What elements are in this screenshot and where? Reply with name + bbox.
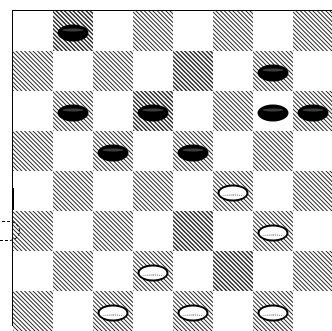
checkers-board[interactable] — [13, 11, 332, 331]
dark-square[interactable] — [293, 251, 332, 291]
dark-square[interactable] — [173, 51, 213, 91]
black-checker-piece[interactable] — [97, 144, 129, 162]
dark-square[interactable] — [173, 211, 213, 251]
dark-square[interactable] — [93, 211, 133, 251]
dark-square[interactable] — [53, 251, 93, 291]
dark-square[interactable] — [213, 91, 253, 131]
black-checker-piece[interactable] — [257, 104, 289, 122]
dark-square[interactable] — [13, 131, 53, 171]
white-checker-piece[interactable] — [217, 184, 249, 202]
black-checker-piece[interactable] — [137, 104, 169, 122]
dark-square[interactable] — [293, 171, 332, 211]
dark-square[interactable] — [93, 51, 133, 91]
black-checker-piece[interactable] — [177, 144, 209, 162]
board-frame-left-mark — [12, 188, 14, 210]
offboard-piece-outline — [0, 221, 20, 241]
white-checker-piece[interactable] — [257, 304, 289, 322]
dark-square[interactable] — [53, 171, 93, 211]
white-checker-piece[interactable] — [137, 264, 169, 282]
dark-square[interactable] — [13, 291, 53, 331]
dark-square[interactable] — [213, 251, 253, 291]
dark-square[interactable] — [253, 131, 293, 171]
white-checker-piece[interactable] — [257, 224, 289, 242]
white-checker-piece[interactable] — [97, 304, 129, 322]
black-checker-piece[interactable] — [257, 64, 289, 82]
board-frame-left — [12, 10, 13, 326]
black-checker-piece[interactable] — [57, 24, 89, 42]
board-frame-top — [13, 10, 332, 11]
dark-square[interactable] — [293, 11, 332, 51]
dark-square[interactable] — [13, 51, 53, 91]
black-checker-piece[interactable] — [57, 104, 89, 122]
dark-square[interactable] — [133, 171, 173, 211]
dark-square[interactable] — [133, 11, 173, 51]
white-checker-piece[interactable] — [177, 304, 209, 322]
black-checker-piece[interactable] — [297, 104, 329, 122]
dark-square[interactable] — [213, 11, 253, 51]
